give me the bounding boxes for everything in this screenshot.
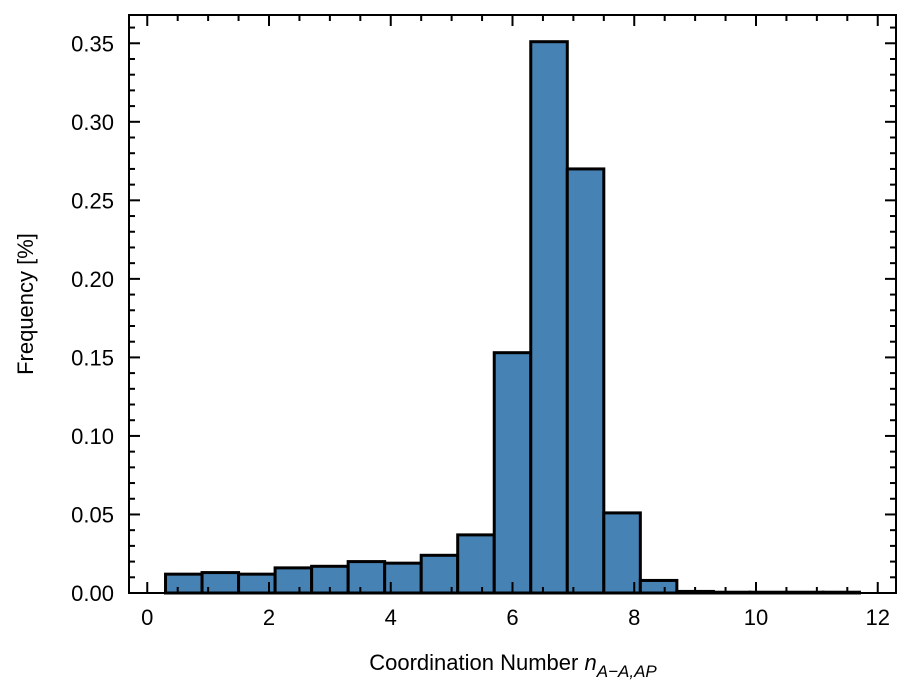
histogram-bar [164, 572, 204, 595]
x-tick-label: 4 [385, 605, 397, 630]
histogram-bar [346, 560, 387, 595]
x-tick-label: 0 [141, 605, 153, 630]
x-axis-label-sub: A−A,AP [596, 662, 658, 681]
y-tick-label: 0.20 [71, 267, 114, 292]
x-tick-label: 2 [263, 605, 275, 630]
y-axis-label: Frequency [%] [13, 233, 38, 375]
x-tick-label: 6 [506, 605, 518, 630]
y-tick-label: 0.35 [71, 31, 114, 56]
histogram-bar [273, 566, 314, 595]
y-tick-label: 0.10 [71, 424, 114, 449]
histogram-bar [529, 40, 569, 595]
x-tick-label: 10 [744, 605, 768, 630]
y-tick-label: 0.00 [71, 581, 114, 606]
y-tick-labels: 0.00 0.05 0.10 0.15 0.20 0.25 0.30 0.35 [71, 31, 114, 606]
histogram-bar [565, 167, 606, 595]
x-tick-label: 8 [628, 605, 640, 630]
plot-frame [128, 14, 897, 594]
histogram-bar [638, 578, 679, 595]
bars-group [164, 40, 861, 595]
x-tick-label: 12 [865, 605, 889, 630]
histogram-bar [602, 511, 642, 595]
x-tick-labels: 0 2 4 6 8 10 12 [141, 605, 890, 630]
y-tick-label: 0.05 [71, 502, 114, 527]
x-axis-label-var: n [584, 650, 596, 675]
y-tick-label: 0.15 [71, 345, 114, 370]
histogram-bar [492, 351, 533, 595]
x-axis-label: Coordination Number nA−A,AP [369, 650, 657, 681]
y-tick-label: 0.30 [71, 110, 114, 135]
histogram-bar [456, 533, 496, 595]
y-tick-label: 0.25 [71, 188, 114, 213]
x-axis-label-main: Coordination Number [369, 650, 584, 675]
